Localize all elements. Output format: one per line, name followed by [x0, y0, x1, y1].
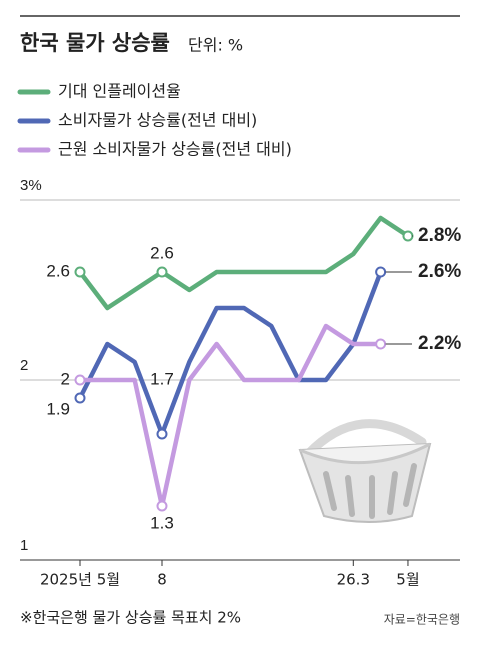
point-marker: [156, 428, 168, 440]
y-tick-label: 2: [20, 357, 28, 374]
point-marker: [156, 266, 168, 278]
data-label: 2.6%: [418, 261, 461, 282]
point-marker: [375, 338, 387, 350]
data-label: 1.3: [150, 513, 174, 532]
data-label: 2.6: [150, 243, 174, 262]
point-marker: [402, 230, 414, 242]
x-tick-label: 26.3: [337, 571, 370, 589]
series-line: [78, 215, 410, 311]
data-label: 2.8%: [418, 225, 461, 246]
series-line: [80, 323, 381, 509]
x-tick-label: 5월: [396, 571, 419, 589]
point-marker: [74, 266, 86, 278]
data-label: 2.2%: [418, 333, 461, 354]
basket-illustration: [298, 419, 432, 523]
x-tick-label: 2025년 5월: [40, 571, 120, 589]
data-label: 2.6: [46, 261, 70, 280]
point-marker: [156, 500, 168, 512]
y-tick-label: 1: [20, 537, 28, 554]
source: 자료=한국은행: [384, 612, 460, 627]
legend-label: 소비자물가 상승률(전년 대비): [58, 111, 257, 130]
chart-subtitle: 단위: %: [188, 36, 243, 55]
note: ※한국은행 물가 상승률 목표치 2%: [20, 609, 241, 627]
series-line: [77, 271, 383, 437]
point-marker: [375, 266, 387, 278]
x-tick-label: 8: [157, 571, 167, 589]
legend-label: 근원 소비자물가 상승률(전년 대비): [58, 140, 292, 159]
legend-label: 기대 인플레이션율: [58, 82, 181, 101]
chart-title: 한국 물가 상승률: [20, 31, 170, 55]
point-marker: [74, 374, 86, 386]
data-label: 1.9: [46, 399, 70, 418]
data-label: 1.7: [150, 369, 174, 388]
y-tick-label: 3%: [20, 177, 42, 194]
data-label: 2: [61, 369, 70, 388]
point-marker: [74, 392, 86, 404]
